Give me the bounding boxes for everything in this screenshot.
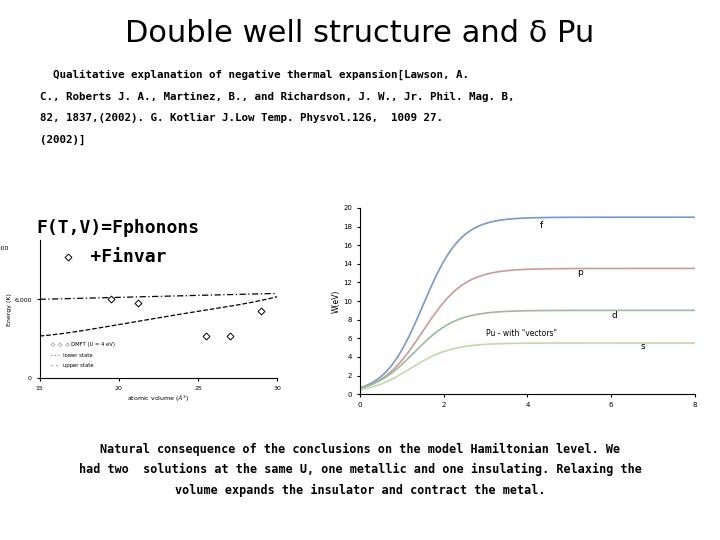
- Text: d: d: [611, 311, 617, 320]
- Text: Pu - with "vectors": Pu - with "vectors": [485, 329, 557, 339]
- Y-axis label: Energy (K): Energy (K): [6, 293, 12, 326]
- Text: f: f: [540, 221, 543, 231]
- Text: had two  solutions at the same U, one metallic and one insulating. Relaxing the: had two solutions at the same U, one met…: [78, 463, 642, 476]
- Text: +Finvar: +Finvar: [36, 248, 166, 266]
- Text: 82, 1837,(2002). G. Kotliar J.Low Temp. Physvol.126,  1009 27.: 82, 1837,(2002). G. Kotliar J.Low Temp. …: [40, 113, 443, 124]
- Text: Double well structure and δ Pu: Double well structure and δ Pu: [125, 19, 595, 48]
- Text: Qualitative explanation of negative thermal expansion[Lawson, A.: Qualitative explanation of negative ther…: [40, 70, 469, 80]
- Text: Natural consequence of the conclusions on the model Hamiltonian level. We: Natural consequence of the conclusions o…: [100, 443, 620, 456]
- Text: s: s: [640, 342, 645, 350]
- Text: (2002)]: (2002)]: [40, 135, 85, 145]
- Text: -  -   upper state: - - upper state: [52, 363, 94, 368]
- Text: p: p: [577, 268, 583, 277]
- Text: - - -  lower state: - - - lower state: [52, 353, 93, 358]
- X-axis label: atomic volume ($\AA^3$): atomic volume ($\AA^3$): [127, 394, 189, 403]
- Text: C., Roberts J. A., Martinez, B., and Richardson, J. W., Jr. Phil. Mag. B,: C., Roberts J. A., Martinez, B., and Ric…: [40, 92, 514, 102]
- Text: volume expands the insulator and contract the metal.: volume expands the insulator and contrac…: [175, 484, 545, 497]
- Text: 10,000: 10,000: [0, 246, 9, 251]
- Text: ◇  ◇  ◇ DMFT (U = 4 eV): ◇ ◇ ◇ DMFT (U = 4 eV): [52, 342, 115, 347]
- Y-axis label: W(eV): W(eV): [332, 289, 341, 313]
- Text: F(T,V)=Fphonons: F(T,V)=Fphonons: [36, 219, 199, 237]
